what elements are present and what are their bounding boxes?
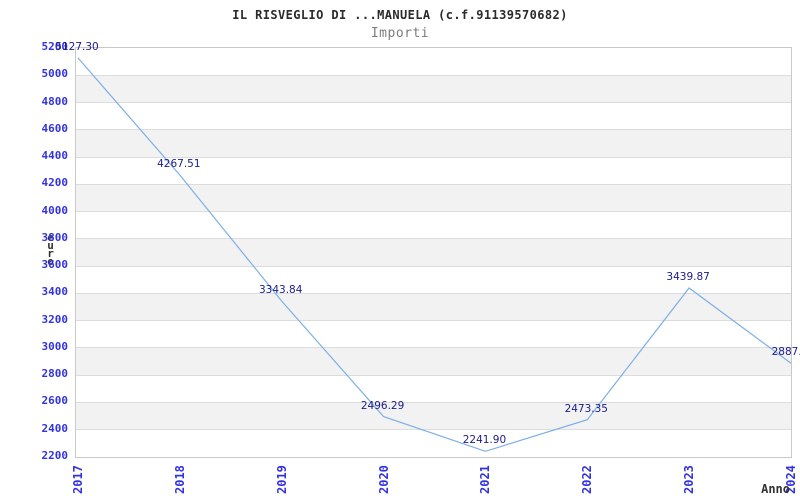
- y-tick-label: 4000: [41, 203, 69, 217]
- y-axis-title-char: r: [47, 247, 54, 260]
- band-row: [76, 347, 791, 376]
- y-tick-label: 3600: [41, 258, 69, 272]
- y-tick-label: 3200: [41, 312, 69, 326]
- y-axis-title-char: e: [47, 231, 54, 244]
- y-tick-label: 2800: [41, 367, 69, 381]
- y-tick-label: 5200: [41, 40, 69, 53]
- y-tick-label: 3400: [41, 285, 69, 299]
- band-row: [76, 402, 791, 430]
- gridline: [76, 156, 791, 158]
- gridline: [76, 74, 791, 76]
- data-point-label: 4267.51: [157, 158, 201, 171]
- x-axis-title: Anno: [761, 482, 790, 496]
- series-line: [77, 57, 791, 452]
- y-tick-label: 4400: [41, 149, 69, 163]
- band-row: [76, 238, 791, 267]
- data-point-label: 2241.90: [462, 434, 507, 447]
- plot-area: [75, 47, 792, 458]
- y-tick-label: 2200: [41, 449, 69, 462]
- band-row: [76, 184, 791, 212]
- gridline: [76, 238, 791, 240]
- gridline: [76, 211, 791, 213]
- data-point-label: 2496.29: [360, 399, 405, 412]
- x-tick-label: 2023: [682, 465, 697, 494]
- y-tick-label: 3800: [41, 230, 69, 244]
- data-point-label: 3343.84: [258, 284, 303, 297]
- chart-title: IL RISVEGLIO DI ...MANUELA (c.f.91139570…: [232, 8, 568, 22]
- y-tick-label: 4800: [41, 94, 69, 108]
- x-tick-label: 2020: [376, 465, 391, 494]
- chart-subtitle: Importi: [370, 26, 430, 41]
- x-tick-label: 2018: [172, 465, 187, 494]
- data-point-label: 3439.87: [666, 270, 710, 283]
- gridline: [76, 129, 791, 131]
- y-tick-label: 2400: [41, 421, 69, 435]
- y-axis-title-char: o: [47, 255, 54, 268]
- gridline: [76, 374, 791, 376]
- gridline: [76, 429, 791, 431]
- band-row: [76, 75, 791, 103]
- y-tick-label: 3000: [41, 339, 69, 353]
- y-tick-label: 4200: [41, 176, 69, 190]
- y-axis-title-char: u: [47, 239, 54, 252]
- x-tick-label: 2017: [71, 465, 85, 494]
- gridline: [76, 292, 791, 294]
- gridline: [76, 265, 791, 267]
- y-tick-label: 4600: [41, 121, 69, 135]
- x-tick-label: 2019: [274, 465, 289, 494]
- x-tick-label: 2022: [580, 465, 595, 494]
- data-point-label: 2473.35: [564, 402, 608, 415]
- gridline: [76, 102, 791, 104]
- data-point-label: 2887.1: [771, 346, 800, 359]
- y-tick-label: 2600: [41, 394, 69, 408]
- gridline: [76, 183, 791, 185]
- band-row: [76, 293, 791, 321]
- band-row: [76, 129, 791, 158]
- gridline: [76, 401, 791, 403]
- gridline: [76, 347, 791, 349]
- y-tick-label: 5000: [41, 67, 69, 81]
- gridline: [76, 320, 791, 322]
- x-tick-label: 2021: [478, 465, 493, 494]
- data-point-label: 5127.30: [55, 40, 99, 53]
